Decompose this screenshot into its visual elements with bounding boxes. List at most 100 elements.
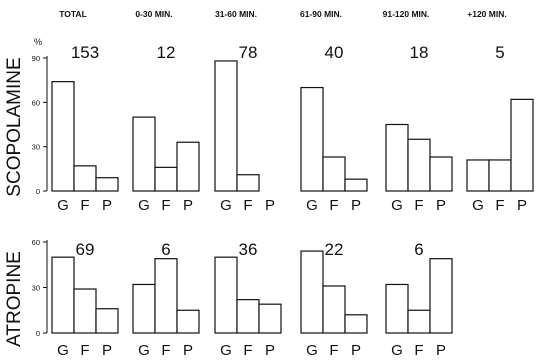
panel-61-90-min-: 22 G F P (300, 240, 368, 359)
y-tick-label: 60 (32, 98, 40, 107)
column-header: 61-90 MIN. (300, 9, 342, 19)
category-label: P (265, 342, 275, 359)
column-header: +120 MIN. (467, 9, 506, 19)
column-headers: TOTAL 0-30 MIN. 31-60 MIN. 61-90 MIN. 91-120… (59, 9, 507, 19)
category-label: F (414, 197, 423, 214)
panel-0-30-min-: 6 G F P (132, 240, 200, 359)
category-label: G (220, 342, 232, 359)
bar-g (132, 283, 156, 334)
category-label: G (57, 342, 69, 359)
sample-count: 153 (71, 43, 99, 62)
category-label: G (472, 197, 484, 214)
y-tick-label: 30 (32, 284, 40, 293)
category-label: P (517, 197, 527, 214)
bar-p (344, 178, 368, 192)
category-label: P (183, 197, 193, 214)
bar-g (132, 116, 156, 192)
panel-91-120-min-: 6 G F P (385, 240, 453, 359)
panel-31-60-min-: 78 G F P (214, 43, 275, 214)
category-label: P (102, 197, 112, 214)
bar-f (73, 288, 97, 334)
y-tick-label: 60 (32, 238, 40, 247)
bar-p (95, 308, 119, 334)
category-label: P (436, 197, 446, 214)
category-label: P (351, 197, 361, 214)
bar-p (429, 258, 453, 334)
panel-0-30-min-: 12 G F P (132, 43, 200, 214)
category-label: G (138, 197, 150, 214)
y-tick-label: 90 (32, 54, 40, 63)
sample-count: 36 (239, 240, 258, 259)
sample-count: 40 (325, 43, 344, 62)
bar-g (385, 123, 409, 192)
sample-count: 6 (161, 240, 170, 259)
bar-f (73, 165, 97, 192)
panel--120-min-: 5 G F P (466, 43, 534, 214)
category-label: F (414, 342, 423, 359)
bar-p (510, 98, 534, 192)
sample-count: 18 (410, 43, 429, 62)
bar-f (407, 138, 431, 192)
bar-g (51, 81, 75, 192)
bar-g (214, 256, 238, 334)
bar-f (322, 285, 346, 334)
bar-g (51, 256, 75, 334)
bar-f (407, 309, 431, 334)
category-label: F (329, 197, 338, 214)
bar-f (488, 159, 512, 192)
sample-count: 12 (157, 43, 176, 62)
bar-g (466, 159, 490, 192)
panel-total: 153 G F P (51, 43, 119, 214)
y-axis-label: SCOPOLAMINE (4, 57, 25, 196)
sample-count: 22 (325, 240, 344, 259)
category-label: G (391, 197, 403, 214)
bar-f (154, 166, 178, 192)
category-label: F (161, 342, 170, 359)
column-header: 91-120 MIN. (383, 9, 430, 19)
category-label: G (57, 197, 69, 214)
column-header: 31-60 MIN. (215, 9, 257, 19)
bar-p (176, 309, 200, 334)
category-label: G (306, 342, 318, 359)
category-label: F (161, 197, 170, 214)
bar-g (214, 60, 238, 192)
bar-p (344, 314, 368, 334)
y-tick-label: 30 (32, 143, 40, 152)
category-label: P (265, 197, 275, 214)
category-label: P (102, 342, 112, 359)
category-label: F (80, 342, 89, 359)
unit-label: % (34, 37, 42, 47)
column-header: TOTAL (59, 9, 87, 19)
category-label: F (80, 197, 89, 214)
y-tick-label: 0 (36, 329, 40, 338)
panel-total: 69 G F P (51, 240, 119, 359)
bar-f (236, 299, 260, 334)
category-label: G (220, 197, 232, 214)
sample-count: 5 (495, 43, 504, 62)
category-label: F (243, 342, 252, 359)
bar-g (300, 250, 324, 334)
bar-f (154, 258, 178, 334)
category-label: P (351, 342, 361, 359)
bar-p (429, 156, 453, 192)
panel-31-60-min-: 36 G F P (214, 240, 282, 359)
column-header: 0-30 MIN. (135, 9, 172, 19)
bar-g (385, 283, 409, 334)
category-label: P (183, 342, 193, 359)
bar-f (322, 156, 346, 192)
bar-p (176, 141, 200, 192)
bar-p (258, 303, 282, 334)
bar-g (300, 86, 324, 192)
sample-count: 69 (76, 240, 95, 259)
sample-count: 6 (414, 240, 423, 259)
category-label: P (436, 342, 446, 359)
category-label: F (495, 197, 504, 214)
y-tick-label: 0 (36, 187, 40, 196)
y-axis-label: ATROPINE (4, 251, 25, 347)
category-label: G (391, 342, 403, 359)
panel-91-120-min-: 18 G F P (385, 43, 453, 214)
category-label: F (329, 342, 338, 359)
